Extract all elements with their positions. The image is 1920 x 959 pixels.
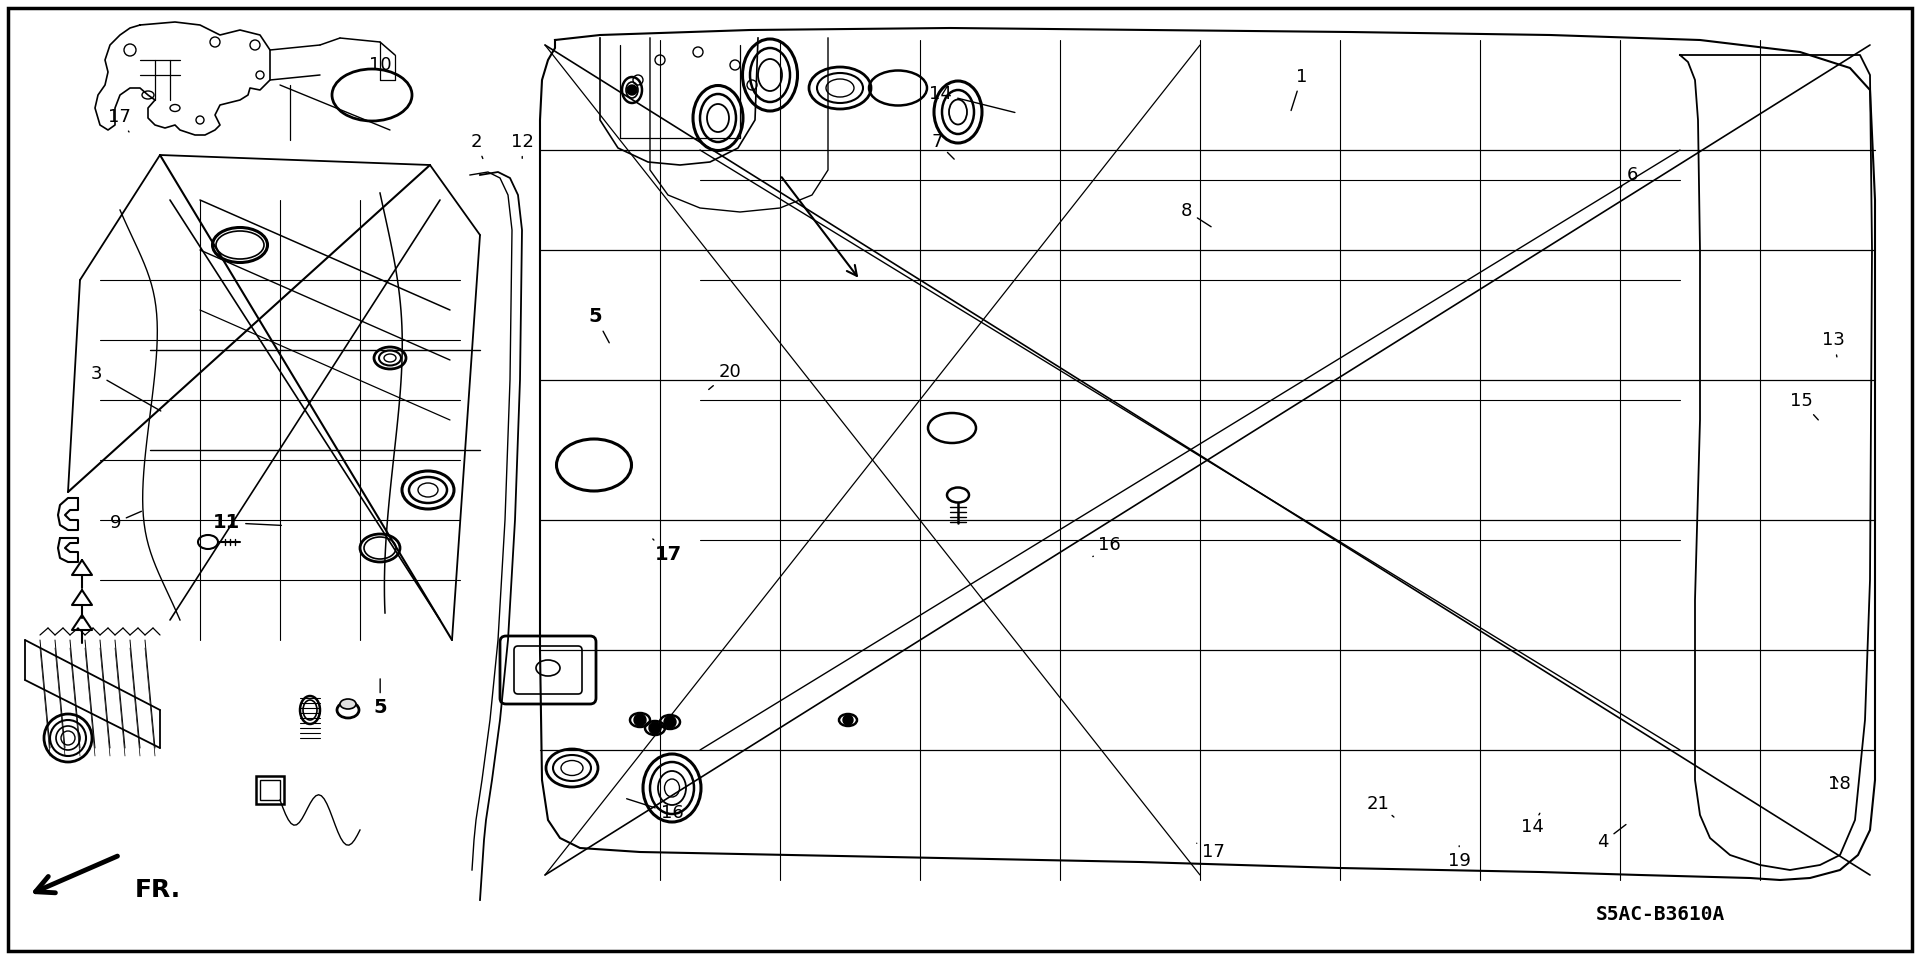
Text: 6: 6 [1620,166,1638,188]
Text: 10: 10 [369,57,401,78]
Ellipse shape [340,699,355,709]
Text: 16: 16 [1092,536,1121,556]
Text: 13: 13 [1822,332,1845,357]
Text: 16: 16 [626,799,684,822]
Text: 1: 1 [1290,68,1308,110]
Text: 18: 18 [1828,776,1851,793]
Text: 9: 9 [109,511,142,531]
Text: 8: 8 [1181,202,1212,226]
Text: 19: 19 [1448,846,1471,870]
Circle shape [634,714,645,726]
Text: 4: 4 [1597,825,1626,851]
Text: 14: 14 [1521,813,1544,835]
Text: 17: 17 [653,539,682,564]
Bar [259,780,280,800]
Text: 17: 17 [108,108,131,132]
Text: 5: 5 [588,307,609,342]
Text: 11: 11 [213,513,282,532]
Text: 20: 20 [708,363,741,389]
Text: FR.: FR. [134,878,180,902]
Text: 2: 2 [470,133,482,158]
Bar [255,776,284,804]
Text: 14: 14 [929,85,1016,112]
Circle shape [649,722,660,734]
Circle shape [628,85,637,95]
Circle shape [664,716,676,728]
Text: 5: 5 [372,679,388,717]
Text: 12: 12 [511,133,534,158]
Text: S5AC-B3610A: S5AC-B3610A [1596,905,1724,924]
Text: 3: 3 [90,365,161,411]
Circle shape [843,715,852,725]
Text: 7: 7 [931,133,954,159]
Text: 15: 15 [1789,392,1818,420]
Text: 17: 17 [1196,843,1225,860]
Text: 21: 21 [1367,795,1394,817]
